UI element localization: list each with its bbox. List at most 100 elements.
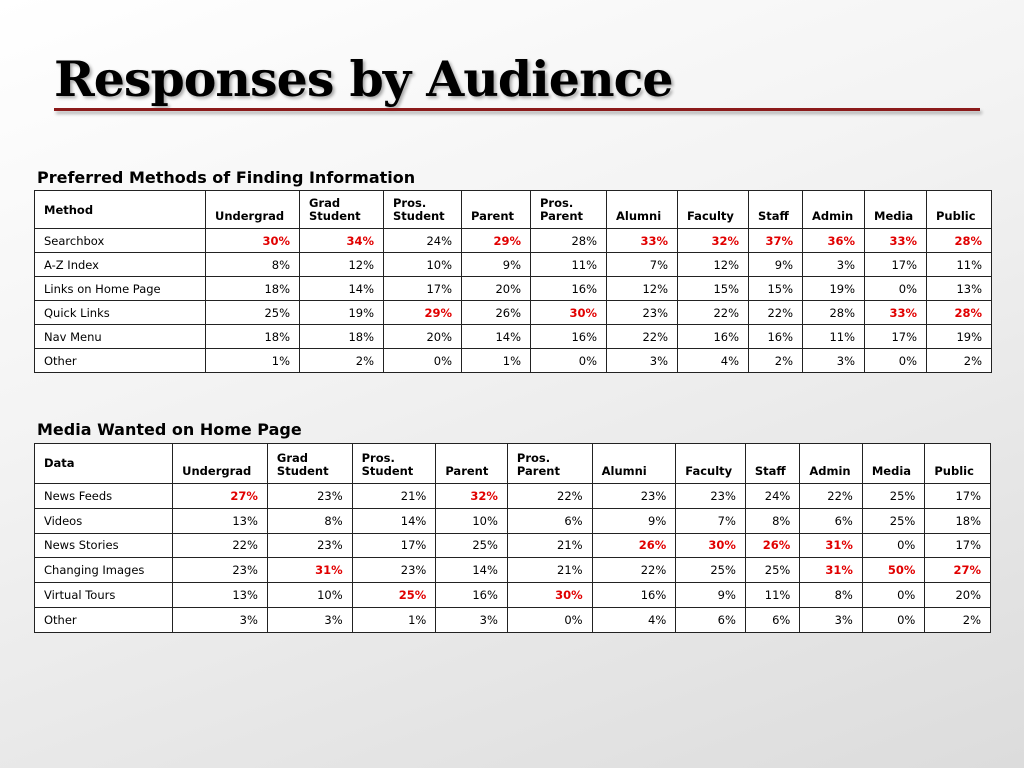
highlighted-cell: 32% bbox=[677, 228, 749, 253]
table-cell: 22% bbox=[506, 483, 593, 509]
table-cell: 16% bbox=[530, 276, 607, 301]
highlighted-cell: 29% bbox=[461, 228, 531, 253]
highlighted-cell: 33% bbox=[606, 228, 678, 253]
column-header: Media bbox=[861, 443, 926, 484]
column-header: Pros. Parent bbox=[530, 190, 607, 229]
table-cell: 0% bbox=[864, 348, 927, 373]
highlighted-cell: 29% bbox=[383, 300, 462, 325]
column-header: Parent bbox=[435, 443, 508, 484]
table-cell: 20% bbox=[924, 582, 991, 608]
table-cell: 21% bbox=[506, 557, 593, 584]
table-cell: 23% bbox=[591, 483, 677, 509]
table-cell: 1% bbox=[205, 348, 300, 373]
table-cell: 0% bbox=[864, 276, 927, 301]
table-cell: 12% bbox=[606, 276, 678, 301]
table-cell: 3% bbox=[802, 348, 865, 373]
highlighted-cell: 31% bbox=[799, 557, 863, 584]
column-header: Undergrad bbox=[205, 190, 300, 229]
table-cell: 6% bbox=[675, 606, 746, 633]
column-header: Faculty bbox=[677, 190, 749, 229]
table-row: Virtual Tours 13% 10% 25% 16% 30% 16% 9% 11% 8% 0%… bbox=[33, 582, 991, 608]
row-label: Other bbox=[33, 606, 174, 633]
highlighted-cell: 27% bbox=[172, 483, 268, 509]
table-cell: 19% bbox=[926, 324, 992, 349]
column-header: Pros. Student bbox=[383, 190, 462, 229]
highlighted-cell: 28% bbox=[926, 300, 992, 325]
table-cell: 19% bbox=[802, 276, 865, 301]
table-cell: 18% bbox=[205, 276, 300, 301]
table-cell: 3% bbox=[435, 606, 508, 633]
table-cell: 2% bbox=[926, 348, 992, 373]
table-row: Changing Images 23% 31% 23% 14% 21% 22% 25% 25% 3… bbox=[33, 557, 991, 584]
column-header: Pros. Student bbox=[351, 443, 437, 484]
column-header: Public bbox=[926, 190, 992, 229]
highlighted-cell: 32% bbox=[435, 483, 508, 509]
table-cell: 26% bbox=[461, 300, 531, 325]
table-cell: 11% bbox=[530, 252, 607, 277]
table-cell: 11% bbox=[744, 582, 801, 608]
table-cell: 22% bbox=[591, 557, 677, 584]
table-cell: 14% bbox=[351, 507, 437, 534]
title-rule bbox=[54, 108, 980, 111]
highlighted-cell: 25% bbox=[351, 582, 437, 608]
table-cell: 10% bbox=[266, 582, 353, 608]
table-cell: 22% bbox=[799, 483, 863, 509]
table-cell: 12% bbox=[677, 252, 749, 277]
table-cell: 0% bbox=[530, 348, 607, 373]
row-label: Other bbox=[34, 348, 206, 373]
column-header: Parent bbox=[461, 190, 531, 229]
table-cell: 18% bbox=[299, 324, 384, 349]
table-cell: 14% bbox=[461, 324, 531, 349]
table-cell: 0% bbox=[506, 606, 593, 633]
table-cell: 13% bbox=[172, 507, 268, 534]
table-cell: 3% bbox=[802, 252, 865, 277]
table-cell: 17% bbox=[924, 483, 991, 509]
column-header: Admin bbox=[802, 190, 865, 229]
table-cell: 18% bbox=[205, 324, 300, 349]
column-header: Staff bbox=[748, 190, 803, 229]
column-header: Pros. Parent bbox=[506, 443, 593, 484]
table-cell: 17% bbox=[864, 324, 927, 349]
table-row: News Stories 22% 23% 17% 25% 21% 26% 30% 26% 31% 0… bbox=[33, 532, 991, 559]
highlighted-cell: 26% bbox=[591, 532, 677, 559]
table-cell: 14% bbox=[299, 276, 384, 301]
table-row: Videos 13% 8% 14% 10% 6% 9% 7% 8% 6% 25% 18% bbox=[33, 507, 991, 534]
table-cell: 2% bbox=[924, 606, 991, 633]
highlighted-cell: 30% bbox=[530, 300, 607, 325]
table-cell: 9% bbox=[461, 252, 531, 277]
table-cell: 19% bbox=[299, 300, 384, 325]
highlighted-cell: 34% bbox=[299, 228, 384, 253]
table-cell: 23% bbox=[172, 557, 268, 584]
row-label: News Stories bbox=[33, 532, 174, 559]
table-cell: 12% bbox=[299, 252, 384, 277]
table-cell: 23% bbox=[675, 483, 746, 509]
table-row: News Feeds 27% 23% 21% 32% 22% 23% 23% 24% 22% 25%… bbox=[33, 483, 991, 509]
table-cell: 25% bbox=[435, 532, 508, 559]
column-header: Media bbox=[864, 190, 927, 229]
column-header: Undergrad bbox=[172, 443, 268, 484]
table-cell: 9% bbox=[591, 507, 677, 534]
table-cell: 10% bbox=[383, 252, 462, 277]
table-cell: 8% bbox=[266, 507, 353, 534]
table-cell: 9% bbox=[748, 252, 803, 277]
table-cell: 22% bbox=[748, 300, 803, 325]
table-row: A-Z Index 8% 12% 10% 9% 11% 7% 12% 9% 3% 17% 11% bbox=[34, 252, 992, 277]
header-row: Data Undergrad Grad Student Pros. Student Pa… bbox=[33, 443, 991, 484]
table-cell: 15% bbox=[748, 276, 803, 301]
table-row: Other 1% 2% 0% 1% 0% 3% 4% 2% 3% 0% 2% bbox=[34, 348, 992, 373]
table-cell: 22% bbox=[606, 324, 678, 349]
preferred-methods-table: Method Undergrad Grad Student Pros. Student… bbox=[34, 190, 992, 373]
slide-title: Responses by Audience bbox=[54, 50, 674, 108]
table-cell: 17% bbox=[864, 252, 927, 277]
column-header: Data bbox=[33, 443, 174, 484]
highlighted-cell: 30% bbox=[675, 532, 746, 559]
table-cell: 1% bbox=[351, 606, 437, 633]
highlighted-cell: 33% bbox=[864, 300, 927, 325]
table-cell: 23% bbox=[606, 300, 678, 325]
table-row: Quick Links 25% 19% 29% 26% 30% 23% 22% 22% 28% 33… bbox=[34, 300, 992, 325]
table-cell: 22% bbox=[677, 300, 749, 325]
table-cell: 11% bbox=[802, 324, 865, 349]
table-cell: 16% bbox=[677, 324, 749, 349]
table-cell: 28% bbox=[802, 300, 865, 325]
row-label: A-Z Index bbox=[34, 252, 206, 277]
